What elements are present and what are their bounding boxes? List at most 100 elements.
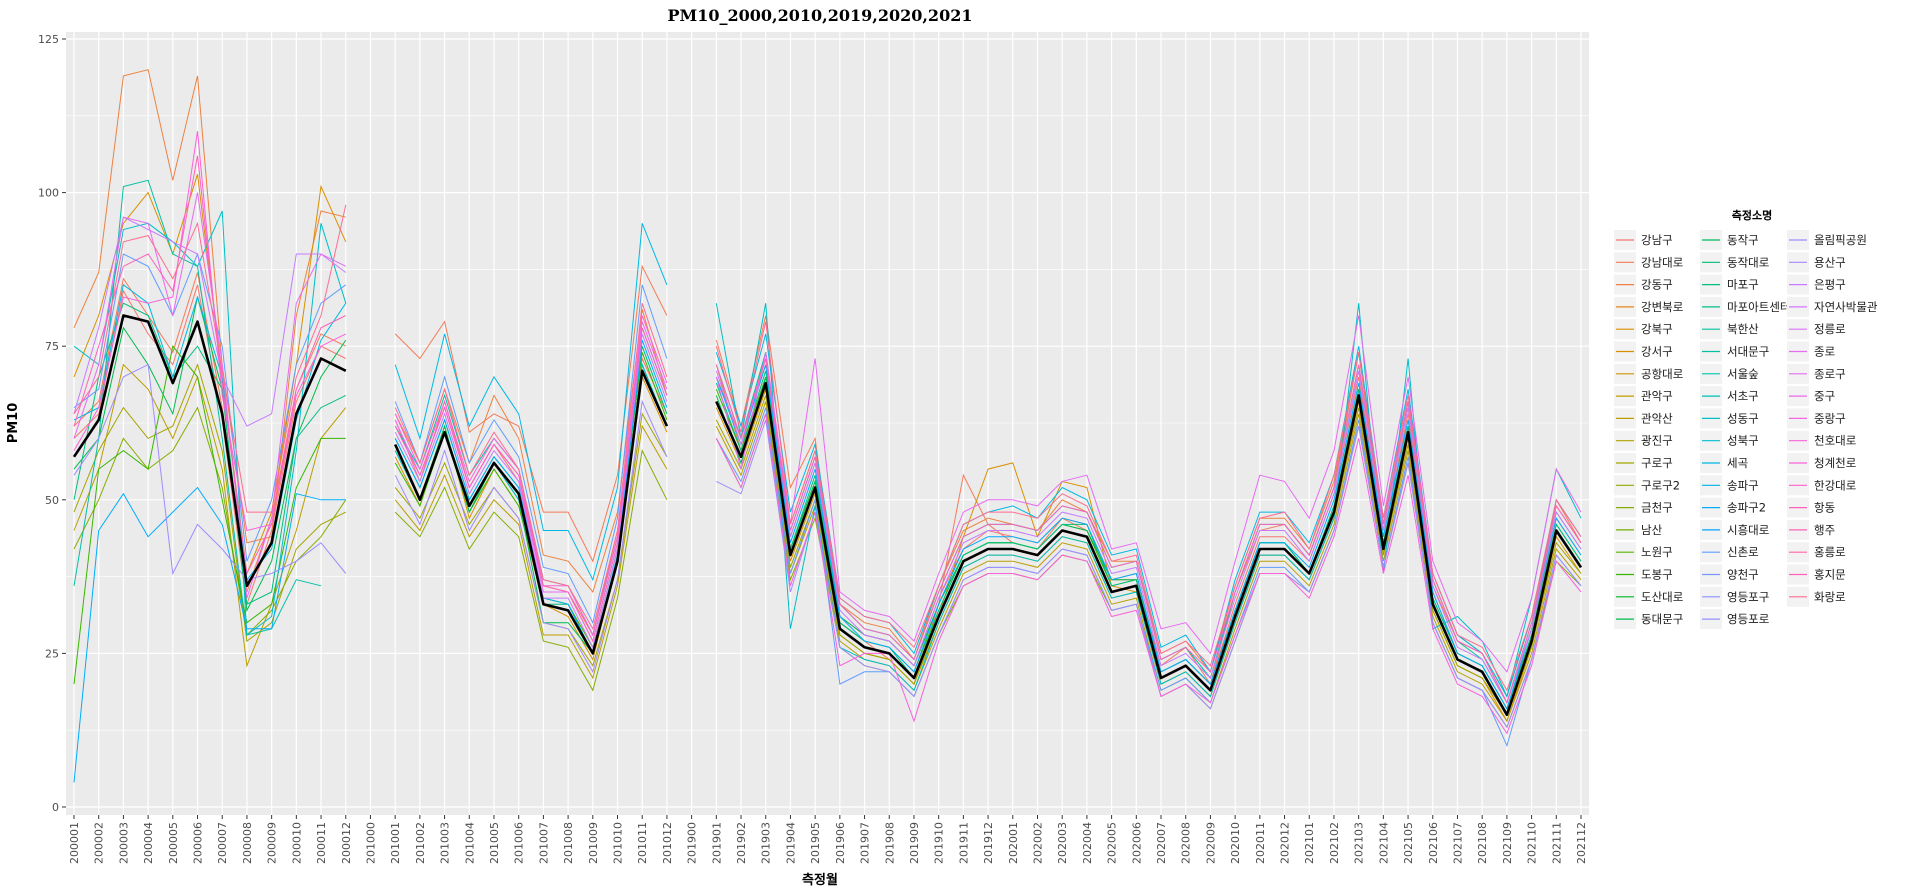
x-tick-label: 200003 [117,822,130,864]
legend-label: 한강대로 [1814,478,1856,492]
x-tick-label: 201906 [834,822,847,864]
x-tick-label: 200005 [167,822,180,864]
x-tick-label: 200008 [241,822,254,864]
legend: 측정소명 강남구강남대로강동구강변북로강북구강서구공항대로관악구관악산광진구구로… [1614,208,1878,630]
legend-label: 중구 [1814,389,1835,403]
legend-label: 동대문구 [1641,612,1683,626]
mean-line [72,314,1583,717]
plot-panel [66,32,1589,815]
x-tick-label: 201904 [784,822,797,864]
x-tick-label: 202101 [1303,822,1316,864]
x-tick-label: 201005 [488,822,501,864]
legend-label: 종로 [1814,345,1835,359]
x-tick-label: 202005 [1106,822,1119,864]
x-tick-label: 201911 [957,822,970,864]
legend-label: 행주 [1814,523,1835,537]
series-line [73,216,1582,704]
x-tick-label: 202103 [1353,822,1366,864]
x-tick-label: 201910 [933,822,946,864]
legend-label: 은평구 [1814,278,1846,292]
legend-label: 동작대로 [1727,255,1769,269]
legend-label: 성동구 [1727,411,1759,425]
x-tick-label: 200002 [93,822,106,864]
legend-label: 청계천로 [1814,456,1856,470]
x-tick-label: 200011 [315,822,328,864]
x-tick-label: 202108 [1476,822,1489,864]
legend-label: 종로구 [1814,367,1846,381]
legend-label: 양천구 [1727,568,1759,582]
legend-label: 강북구 [1641,322,1673,336]
y-tick-label: 25 [45,647,59,660]
legend-label: 항동 [1814,501,1835,515]
legend-label: 공항대로 [1641,367,1683,381]
x-tick-label: 202003 [1056,822,1069,864]
x-tick-label: 202112 [1575,822,1588,864]
x-tick-label: 202002 [1031,822,1044,864]
x-tick-label: 202102 [1328,822,1341,864]
grid-lines [66,32,1589,815]
y-tick-label: 125 [38,33,59,46]
x-tick-label: 201009 [587,822,600,864]
x-tick-label: 200006 [192,822,205,864]
legend-label: 강변북로 [1641,300,1683,314]
x-tick-label: 201000 [364,822,377,864]
x-tick-label: 201912 [982,822,995,864]
x-tick-label: 200012 [340,822,353,864]
legend-label: 강남구 [1641,233,1673,247]
x-tick-label: 202106 [1427,822,1440,864]
legend-label: 금천구 [1641,501,1673,515]
legend-label: 성북구 [1727,434,1759,448]
legend-label: 서대문구 [1727,345,1769,359]
x-tick-label: 201012 [661,822,674,864]
series-line [73,204,1582,692]
x-tick-label: 202001 [1007,822,1020,864]
x-tick-label: 201003 [439,822,452,864]
series-line [73,363,1582,723]
legend-label: 구로구 [1641,456,1673,470]
x-tick-label: 201010 [612,822,625,864]
legend-label: 신촌로 [1727,545,1759,559]
legend-label: 북한산 [1727,322,1759,336]
legend-title: 측정소명 [1732,208,1772,222]
x-tick-label: 201008 [562,822,575,864]
x-tick-label: 201004 [463,822,476,864]
series-line [73,131,1582,735]
series-line [73,339,1582,783]
x-tick-label: 200001 [68,822,81,864]
legend-label: 세곡 [1727,456,1748,470]
x-tick-label: 202009 [1204,822,1217,864]
legend-label: 마포구 [1727,278,1759,292]
x-tick-label: 201901 [710,822,723,864]
legend-label: 중랑구 [1814,411,1846,425]
legend-label: 홍릉로 [1814,545,1846,559]
y-tick-label: 100 [38,187,59,200]
legend-label: 마포아트센터 [1727,300,1790,314]
x-tick-label: 202011 [1254,822,1267,864]
x-axis: 200001 200002 200003 200004 200005 200006 2000… [68,815,1588,864]
x-axis-title: 측정월 [802,872,838,888]
x-tick-label: 201007 [537,822,550,864]
legend-label: 관악산 [1641,411,1673,425]
series-layer [73,69,1582,783]
legend-label: 서울숲 [1727,367,1759,381]
legend-label: 강서구 [1641,345,1673,359]
legend-label: 강남대로 [1641,255,1683,269]
legend-label: 천호대로 [1814,434,1856,448]
chart-title: PM10_2000,2010,2019,2020,2021 [668,6,973,25]
x-tick-label: 202111 [1550,822,1563,864]
x-tick-label: 201903 [760,822,773,864]
x-tick-label: 201001 [389,822,402,864]
x-tick-label: 202010 [1229,822,1242,864]
x-tick-label: 202007 [1155,822,1168,864]
x-tick-label: 202012 [1279,822,1292,864]
x-tick-label: 201902 [735,822,748,864]
y-tick-label: 75 [45,340,59,353]
x-tick-label: 200007 [216,822,229,864]
x-tick-label: 201905 [809,822,822,864]
x-tick-label: 202004 [1081,822,1094,864]
legend-label: 화랑로 [1814,590,1846,604]
legend-label: 올림픽공원 [1814,233,1867,247]
legend-label: 용산구 [1814,255,1846,269]
legend-label: 광진구 [1641,434,1673,448]
